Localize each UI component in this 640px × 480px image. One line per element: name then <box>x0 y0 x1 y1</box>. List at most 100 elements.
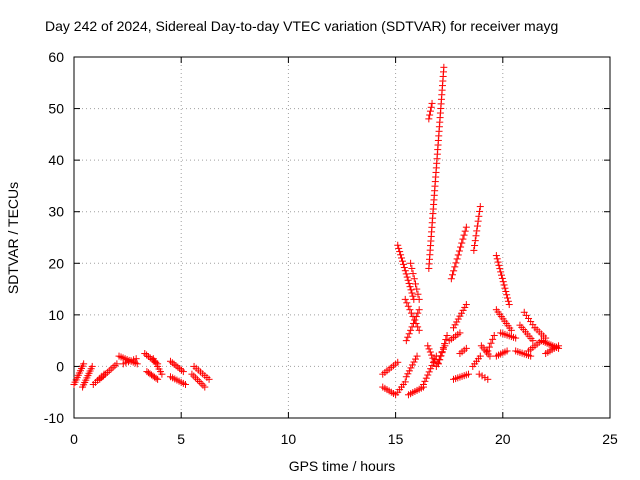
data-point <box>451 263 459 271</box>
data-point <box>80 360 88 368</box>
data-point <box>471 237 479 245</box>
data-point <box>407 364 415 372</box>
data-point <box>503 291 511 299</box>
data-point <box>434 360 442 368</box>
data-point <box>426 111 434 119</box>
data-point <box>412 280 420 288</box>
data-point <box>193 376 201 384</box>
data-point <box>505 301 513 309</box>
data-point <box>429 358 437 366</box>
data-point <box>476 352 484 360</box>
data-point <box>399 260 407 268</box>
data-point <box>133 360 141 368</box>
data-point <box>403 273 411 281</box>
data-point <box>447 275 455 283</box>
data-point <box>400 264 408 272</box>
data-point <box>450 267 458 275</box>
data-point <box>409 292 417 300</box>
data-point <box>473 222 481 230</box>
plot-frame <box>73 56 611 419</box>
data-point <box>398 257 406 265</box>
data-point <box>407 309 415 317</box>
y-tick-label: 30 <box>48 204 64 220</box>
data-point <box>412 313 420 321</box>
data-point <box>406 306 414 314</box>
y-tick-label: 10 <box>48 307 64 323</box>
data-point <box>425 115 433 123</box>
data-point <box>494 258 502 266</box>
data-point <box>486 352 494 360</box>
data-point <box>498 274 506 282</box>
data-point <box>458 239 466 247</box>
data-point <box>527 352 535 360</box>
data-point <box>426 107 434 115</box>
data-point <box>453 255 461 263</box>
data-point <box>154 375 162 383</box>
data-point <box>428 362 436 370</box>
data-point <box>470 246 478 254</box>
data-point <box>410 358 418 366</box>
x-axis-label: GPS time / hours <box>289 458 396 474</box>
data-point <box>425 345 433 353</box>
data-point <box>404 333 412 341</box>
data-point <box>555 342 563 350</box>
data-point <box>421 377 429 385</box>
data-point <box>413 352 421 360</box>
data-point <box>401 267 409 275</box>
x-tick-label: 15 <box>388 431 404 447</box>
x-tick-label: 5 <box>177 431 185 447</box>
data-point <box>410 275 418 283</box>
data-point <box>415 295 423 303</box>
data-point <box>409 319 417 327</box>
data-point <box>414 290 422 298</box>
x-tick-label: 10 <box>281 431 297 447</box>
data-point <box>448 271 456 279</box>
y-tick-label: 20 <box>48 255 64 271</box>
data-point <box>404 276 412 284</box>
data-point <box>456 312 464 320</box>
data-point <box>474 217 482 225</box>
data-point <box>529 337 537 345</box>
data-point <box>396 248 404 256</box>
data-point <box>476 207 484 215</box>
data-point <box>88 362 96 370</box>
data-point <box>475 212 483 220</box>
data-point <box>429 354 437 362</box>
data-point <box>454 315 462 323</box>
data-point <box>502 287 510 295</box>
data-point <box>462 301 470 309</box>
data-point <box>415 306 423 314</box>
data-point <box>462 344 470 352</box>
data-point <box>192 374 200 382</box>
data-point <box>498 271 506 279</box>
data-point <box>504 297 512 305</box>
data-point <box>471 242 479 250</box>
data-point <box>457 243 465 251</box>
data-point <box>406 283 414 291</box>
data-point <box>427 103 435 111</box>
data-point <box>428 351 436 359</box>
data-point <box>427 365 435 373</box>
data-point <box>436 356 444 364</box>
data-point <box>409 270 417 278</box>
data-point <box>403 299 411 307</box>
data-point <box>462 223 470 231</box>
data-point <box>132 355 140 363</box>
data-point <box>415 326 423 334</box>
data-point <box>453 318 461 326</box>
data-point <box>512 334 520 342</box>
data-point <box>443 331 451 339</box>
data-point <box>422 374 430 382</box>
data-points <box>70 63 563 399</box>
data-point <box>424 342 432 350</box>
data-point <box>404 370 412 378</box>
data-point <box>407 326 415 334</box>
y-tick-label: 50 <box>48 101 64 117</box>
x-tick-label: 20 <box>495 431 511 447</box>
data-point <box>456 329 464 337</box>
data-point <box>475 370 483 378</box>
data-point <box>489 335 497 343</box>
data-point <box>205 375 213 383</box>
data-point <box>412 355 420 363</box>
